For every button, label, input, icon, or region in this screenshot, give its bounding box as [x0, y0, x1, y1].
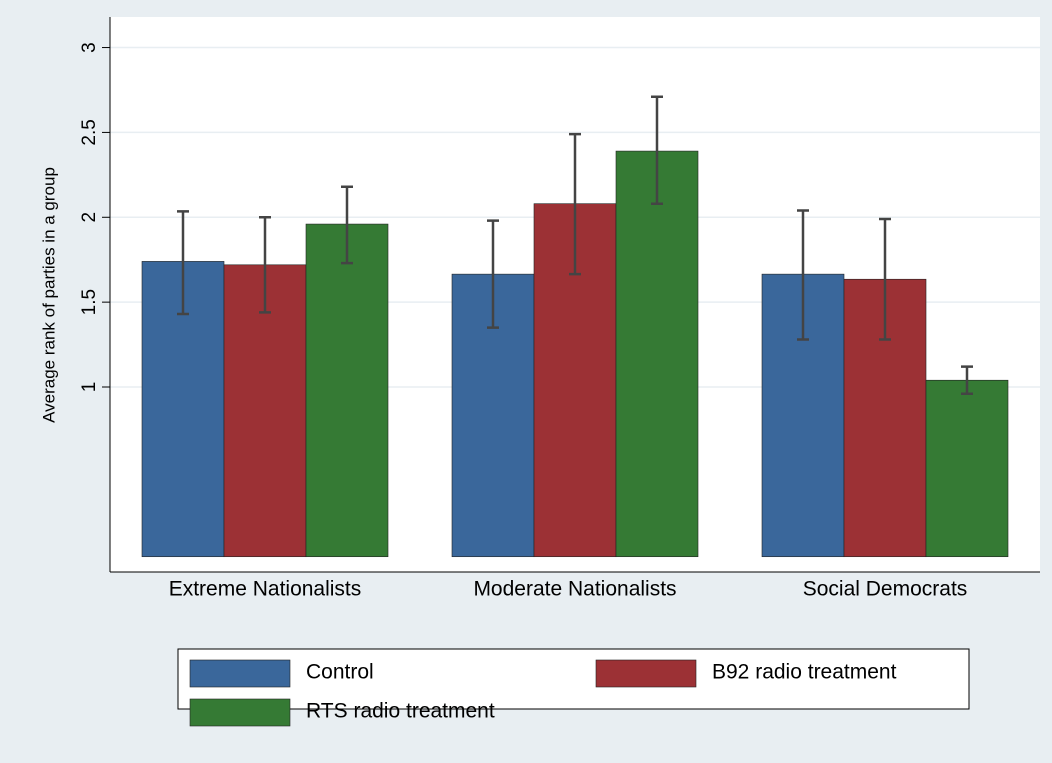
- y-tick-label: 1.5: [79, 289, 100, 315]
- legend-swatch: [595, 659, 697, 688]
- error-bar: [569, 132, 581, 276]
- legend-swatch: [189, 659, 291, 688]
- y-tick-label: 2.5: [79, 119, 100, 145]
- error-bar: [487, 219, 499, 329]
- bar: [305, 223, 389, 558]
- bar: [615, 150, 699, 558]
- error-bar: [259, 216, 271, 314]
- error-bar: [651, 95, 663, 205]
- error-bar: [341, 185, 353, 265]
- y-tick-label: 2: [79, 212, 100, 223]
- y-tick-label: 3: [79, 42, 100, 53]
- error-bar: [177, 210, 189, 316]
- x-tick-label: Social Democrats: [803, 578, 968, 601]
- error-bar: [879, 217, 891, 341]
- y-tick-label: 1: [79, 382, 100, 393]
- y-axis-label: Average rank of parties in a group: [39, 167, 58, 423]
- legend-box: [177, 648, 970, 710]
- x-tick-label: Extreme Nationalists: [169, 578, 362, 601]
- legend-swatch: [189, 698, 291, 727]
- error-bar: [797, 209, 809, 341]
- legend-label: RTS radio treatment: [306, 700, 495, 723]
- x-tick-label: Moderate Nationalists: [473, 578, 676, 601]
- legend-label: B92 radio treatment: [712, 661, 897, 684]
- legend-label: Control: [306, 661, 374, 684]
- error-bar: [961, 365, 973, 396]
- bar: [925, 379, 1009, 558]
